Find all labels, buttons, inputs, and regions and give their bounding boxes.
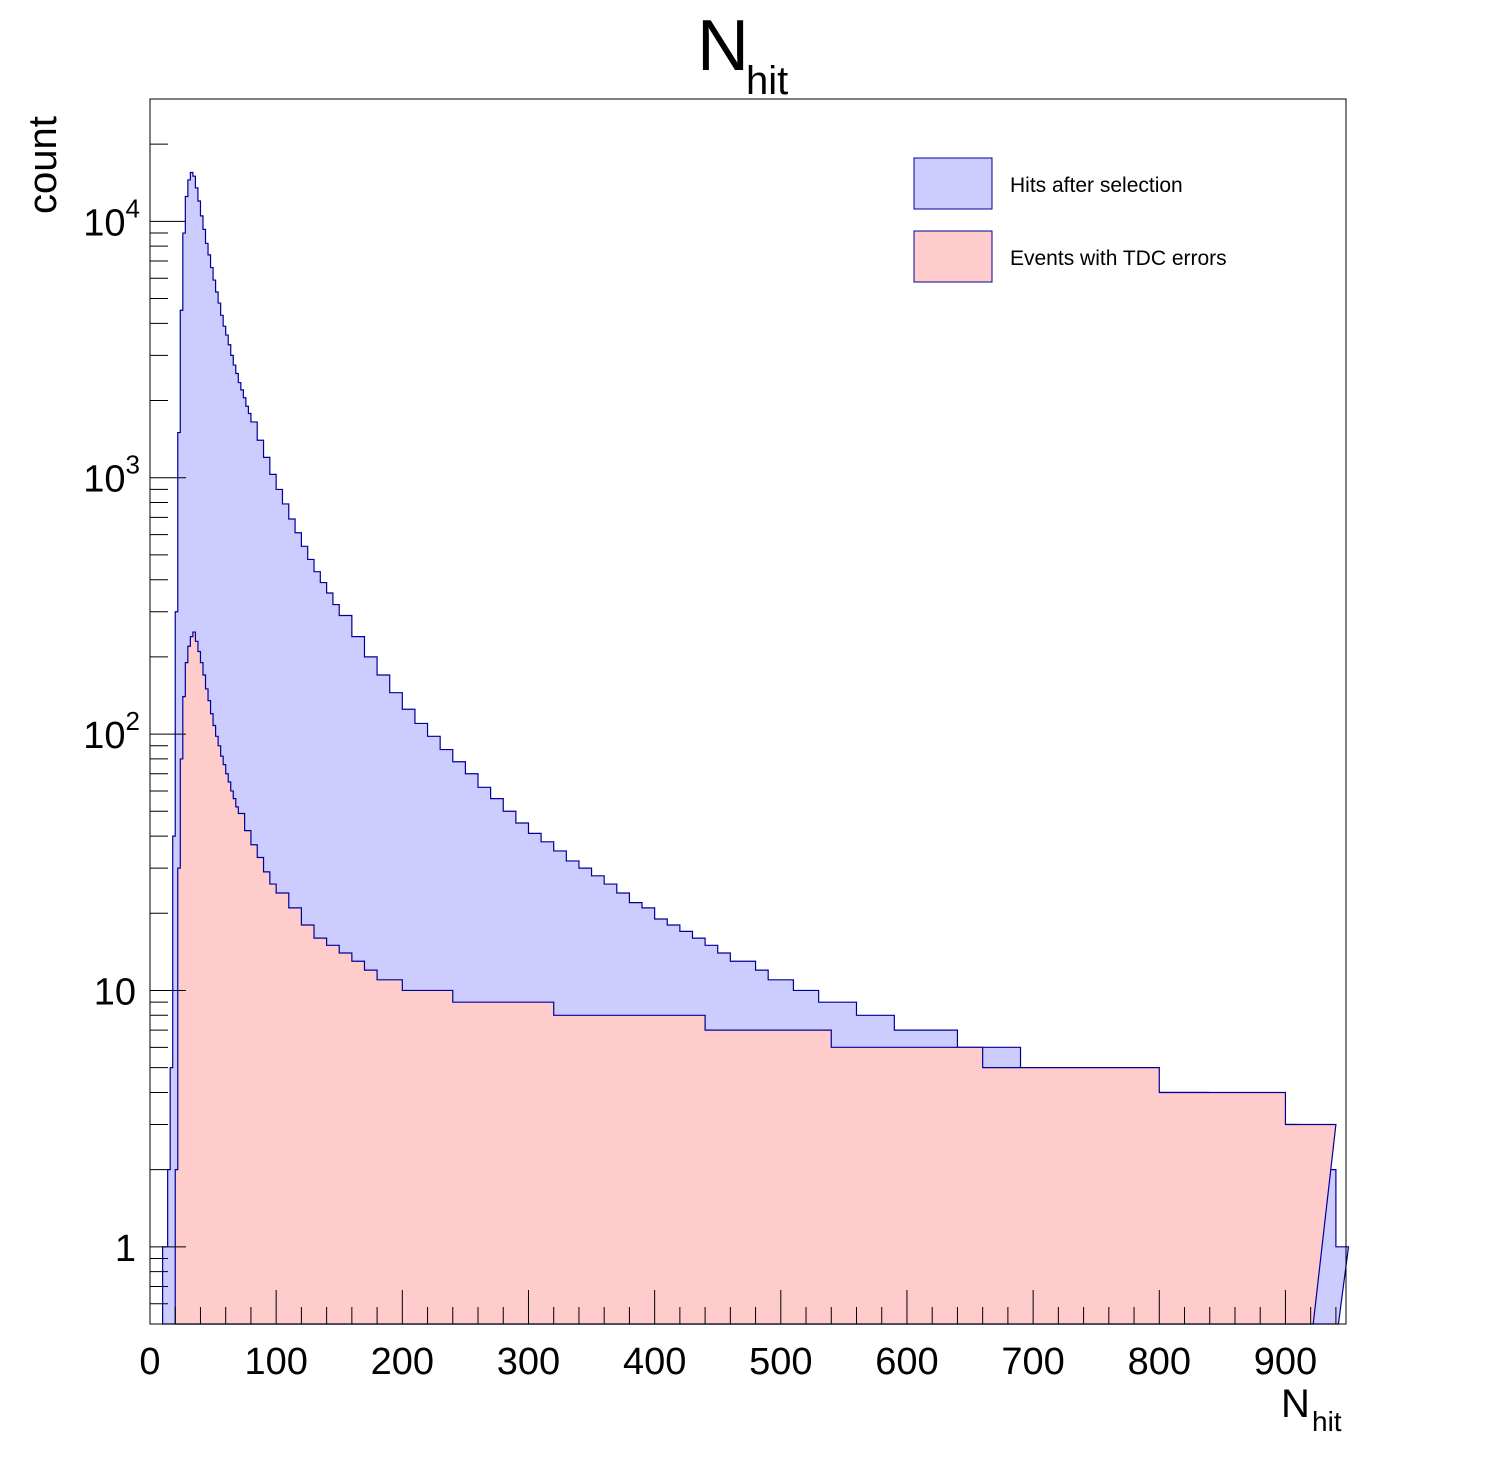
x-tick-label: 800 bbox=[1128, 1341, 1191, 1383]
y-tick-label: 103 bbox=[83, 450, 140, 501]
legend-swatch-hits bbox=[913, 157, 993, 210]
x-axis-title: N bbox=[1281, 1382, 1310, 1426]
chart-title-subscript: hit bbox=[746, 59, 788, 103]
x-tick-label: 100 bbox=[244, 1341, 307, 1383]
x-tick-label: 0 bbox=[139, 1341, 160, 1383]
x-tick-label: 600 bbox=[875, 1341, 938, 1383]
legend-label-hits: Hits after selection bbox=[1010, 174, 1183, 197]
x-tick-label: 200 bbox=[371, 1341, 434, 1383]
legend: Hits after selection Events with TDC err… bbox=[913, 157, 1227, 283]
x-tick-label: 700 bbox=[1001, 1341, 1064, 1383]
y-tick-base: 10 bbox=[83, 459, 125, 501]
y-tick-exponent: 3 bbox=[126, 450, 140, 480]
x-axis-title-subscript: hit bbox=[1312, 1406, 1342, 1437]
y-tick-base: 10 bbox=[83, 715, 125, 757]
y-tick-label: 1 bbox=[115, 1228, 136, 1270]
y-axis-title: count bbox=[21, 116, 65, 214]
series-1-histogram bbox=[174, 631, 1337, 1325]
legend-label-errors: Events with TDC errors bbox=[1010, 247, 1227, 270]
y-tick-label: 104 bbox=[83, 193, 140, 244]
y-tick-label: 10 bbox=[94, 971, 136, 1013]
x-tick-label: 900 bbox=[1254, 1341, 1317, 1383]
y-tick-base: 10 bbox=[83, 202, 125, 244]
plot-frame bbox=[149, 98, 1347, 1325]
legend-swatch-errors bbox=[913, 230, 993, 283]
x-tick-label: 300 bbox=[497, 1341, 560, 1383]
x-tick-label: 400 bbox=[623, 1341, 686, 1383]
x-tick-label: 500 bbox=[749, 1341, 812, 1383]
plot-area bbox=[162, 171, 1350, 1325]
chart-title: N bbox=[697, 6, 749, 86]
y-tick-exponent: 4 bbox=[126, 193, 140, 223]
y-tick-exponent: 2 bbox=[126, 706, 140, 736]
y-tick-label: 102 bbox=[83, 706, 140, 757]
